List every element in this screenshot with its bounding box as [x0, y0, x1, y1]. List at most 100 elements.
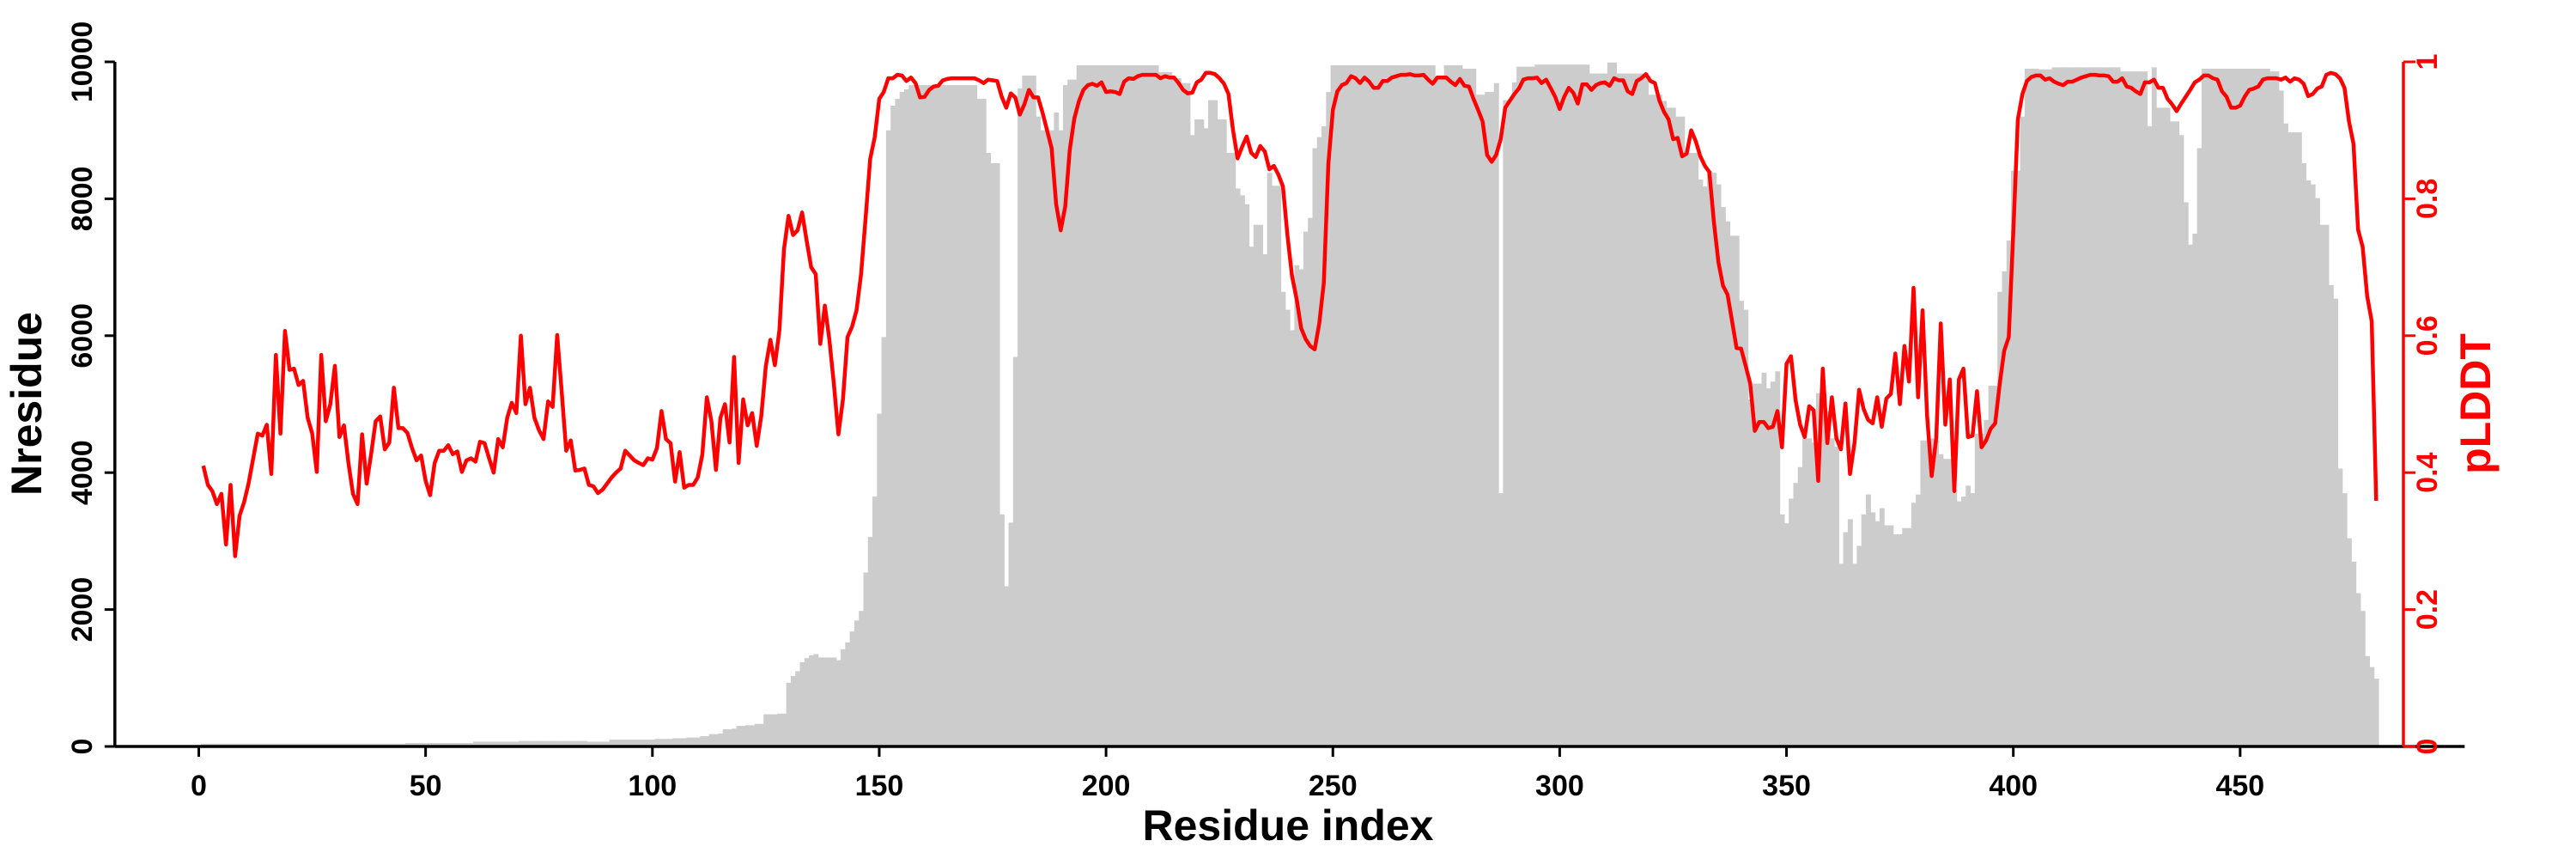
nresidue-bar — [700, 736, 706, 746]
nresidue-bar — [1752, 383, 1758, 746]
nresidue-bar — [2115, 67, 2121, 747]
nresidue-bar — [859, 611, 865, 746]
nresidue-bar — [1176, 78, 1182, 747]
nresidue-bar — [2246, 68, 2252, 747]
nresidue-bar — [1580, 64, 1586, 747]
nresidue-bar — [1680, 116, 1686, 746]
nresidue-bar — [1067, 79, 1073, 747]
nresidue-bar — [1797, 466, 1803, 746]
nresidue-bar — [1734, 235, 1740, 746]
nresidue-bar — [532, 740, 538, 746]
nresidue-bar — [2106, 67, 2111, 747]
nresidue-bar — [1997, 291, 2003, 746]
nresidue-bar — [1149, 64, 1155, 747]
x-tick-label: 350 — [1762, 770, 1811, 802]
nresidue-bar — [1167, 71, 1173, 746]
y-right-axis-title: pLDDT — [2451, 333, 2500, 474]
nresidue-bar — [414, 743, 420, 746]
nresidue-bar — [2188, 244, 2193, 746]
nresidue-bar — [2129, 71, 2135, 746]
nresidue-bar — [2069, 67, 2075, 747]
nresidue-bar — [1702, 186, 1708, 746]
nresidue-bar — [2047, 69, 2053, 747]
nresidue-bar — [2020, 116, 2026, 746]
nresidue-bar — [2256, 68, 2262, 747]
nresidue-bar — [2165, 107, 2171, 747]
nresidue-bar — [2210, 68, 2216, 747]
nresidue-bar — [1979, 433, 1984, 746]
nresidue-bar — [1366, 64, 1372, 747]
nresidue-bar — [981, 99, 987, 746]
nresidue-bar — [772, 714, 778, 746]
nresidue-bar — [1126, 64, 1132, 747]
nresidue-bar — [1385, 64, 1390, 747]
nresidue-bar — [2156, 107, 2161, 747]
nresidue-bar — [1992, 385, 1998, 746]
nresidue-bar — [1947, 459, 1953, 746]
nresidue-bar — [1811, 442, 1817, 746]
nresidue-bar — [940, 85, 946, 746]
nresidue-bar — [1018, 88, 1023, 746]
nresidue-bar — [1430, 64, 1436, 747]
nresidue-bar — [1543, 64, 1549, 747]
nresidue-bar — [2224, 68, 2230, 747]
nresidue-bar — [2220, 68, 2225, 747]
nresidue-bar — [1421, 64, 1427, 747]
nresidue-bar — [1062, 85, 1068, 746]
nresidue-bar — [595, 741, 601, 746]
nresidue-bar — [1843, 532, 1849, 746]
nresidue-bar — [1884, 525, 1890, 746]
nresidue-bar — [899, 92, 905, 747]
nresidue-bar — [972, 85, 978, 746]
nresidue-bar — [999, 514, 1005, 746]
nresidue-bar — [1911, 503, 1917, 746]
nresidue-bar — [1362, 64, 1368, 747]
nresidue-bar — [2006, 241, 2012, 747]
nresidue-bar — [2038, 69, 2044, 747]
nresidue-bar — [745, 725, 750, 746]
nresidue-bar — [831, 657, 837, 746]
nresidue-bar — [1117, 64, 1123, 747]
nresidue-bar — [1004, 586, 1010, 746]
nresidue-bar — [2264, 68, 2270, 747]
nresidue-bar — [2029, 68, 2035, 747]
y-right-tick-label: 1 — [2411, 54, 2444, 70]
nresidue-bar — [473, 741, 479, 746]
nresidue-bar — [1539, 64, 1545, 747]
x-tick-label: 0 — [191, 770, 207, 802]
nresidue-bar — [1970, 493, 1976, 746]
nresidue-bar — [722, 729, 728, 746]
nresidue-bar — [867, 537, 873, 746]
nresidue-bar — [758, 723, 764, 746]
nresidue-bar — [446, 743, 452, 746]
nresidue-bar — [659, 739, 665, 746]
nresidue-bar — [768, 714, 774, 746]
nresidue-bar — [795, 671, 801, 746]
nresidue-bar — [1521, 66, 1527, 747]
nresidue-bar — [809, 655, 814, 746]
plddt-line — [201, 70, 2379, 558]
nresidue-bar — [2024, 68, 2030, 747]
nresidue-bar — [581, 740, 587, 746]
nresidue-bar — [664, 739, 669, 746]
nresidue-bar — [1443, 64, 1449, 747]
nresidue-bar — [1153, 64, 1159, 747]
nresidue-bar — [763, 714, 769, 746]
nresidue-bar — [1171, 78, 1177, 747]
nresidue-bar — [790, 675, 796, 746]
nresidue-bar — [1607, 62, 1613, 746]
nresidue-bar — [1058, 130, 1064, 746]
nresidue-bar — [2183, 202, 2189, 746]
nresidue-bar — [482, 741, 488, 746]
nresidue-bar — [1648, 94, 1654, 747]
nresidue-bar — [1965, 485, 1971, 746]
nresidue-bar — [1416, 64, 1422, 747]
nresidue-bar — [1448, 64, 1454, 747]
nresidue-bar — [428, 743, 434, 746]
nresidue-bar — [817, 657, 823, 746]
nresidue-bar — [1326, 92, 1332, 747]
nresidue-bar — [1344, 64, 1350, 747]
nresidue-bar — [1530, 66, 1535, 747]
nresidue-bar — [1230, 153, 1236, 747]
nresidue-bar — [2206, 68, 2212, 747]
